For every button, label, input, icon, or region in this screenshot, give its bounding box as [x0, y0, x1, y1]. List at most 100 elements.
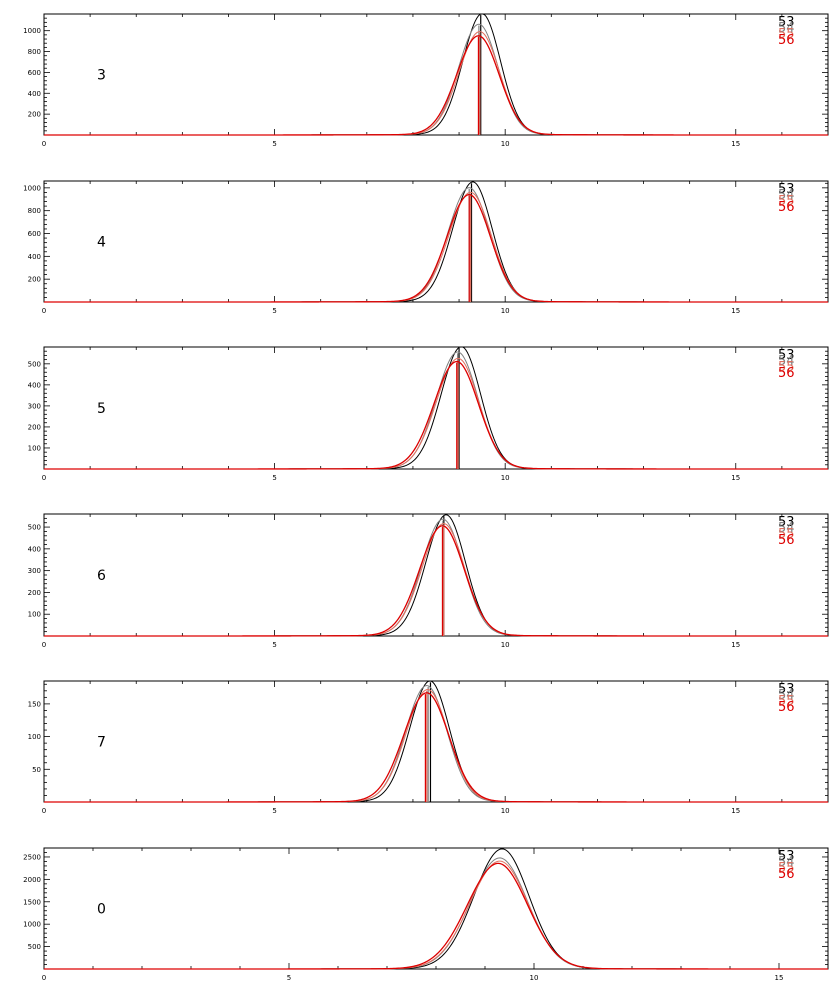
series-line-56 — [44, 692, 828, 803]
panel-label: 7 — [97, 735, 106, 751]
series-line-54 — [44, 518, 828, 637]
x-tick-label: 15 — [731, 807, 740, 815]
panel-label: 6 — [97, 568, 106, 584]
x-tick-label: 10 — [501, 474, 510, 482]
y-tick-label: 800 — [28, 207, 41, 215]
x-tick-label: 15 — [731, 140, 740, 148]
series-line-53 — [44, 13, 828, 136]
legend-entry-53: 53 — [778, 15, 795, 30]
y-tick-label: 150 — [28, 700, 41, 708]
x-tick-label: 10 — [501, 307, 510, 315]
y-tick-label: 200 — [28, 111, 41, 119]
series-line-56 — [44, 193, 828, 303]
x-tick-label: 15 — [775, 974, 784, 982]
y-tick-label: 300 — [28, 567, 41, 575]
x-tick-label: 0 — [42, 140, 46, 148]
series-line-56 — [44, 862, 828, 970]
y-tick-label: 1500 — [23, 898, 41, 906]
x-tick-label: 0 — [42, 307, 46, 315]
x-tick-label: 5 — [272, 641, 276, 649]
plot-frame — [43, 13, 829, 136]
y-tick-label: 400 — [28, 381, 41, 389]
y-tick-label: 200 — [28, 423, 41, 431]
legend-entry-54: 54 — [778, 188, 795, 203]
series-line-56 — [44, 35, 828, 136]
plot-frame — [43, 847, 829, 970]
plot-frame — [43, 346, 829, 470]
x-tick-label: 15 — [731, 641, 740, 649]
y-tick-label: 100 — [28, 733, 41, 741]
legend-entry-54: 54 — [778, 21, 795, 36]
y-tick-label: 200 — [28, 589, 41, 597]
legend-entry-55: 55 — [778, 27, 795, 42]
y-tick-label: 300 — [28, 402, 41, 410]
series-line-53 — [44, 848, 828, 970]
legend-entry-53: 53 — [778, 682, 795, 697]
legend-entry-56: 56 — [778, 200, 795, 215]
x-tick-label: 10 — [530, 974, 539, 982]
panel-label: 0 — [97, 902, 106, 918]
x-tick-label: 10 — [501, 140, 510, 148]
series-line-55 — [44, 689, 828, 803]
legend-entry-53: 53 — [778, 849, 795, 864]
legend-entry-56: 56 — [778, 33, 795, 48]
series-line-54 — [44, 23, 828, 136]
series-line-55 — [44, 191, 828, 303]
legend-entry-56: 56 — [778, 366, 795, 381]
x-tick-label: 0 — [42, 474, 46, 482]
legend-entry-56: 56 — [778, 867, 795, 882]
series-line-53 — [44, 181, 828, 303]
panel-label: 4 — [97, 235, 106, 251]
y-tick-label: 100 — [28, 444, 41, 452]
series-line-55 — [44, 523, 828, 637]
panel-label: 3 — [97, 68, 106, 84]
x-tick-label: 0 — [42, 641, 46, 649]
x-tick-label: 10 — [501, 807, 510, 815]
y-tick-label: 2500 — [23, 853, 41, 861]
x-tick-label: 5 — [287, 974, 291, 982]
x-tick-label: 15 — [731, 474, 740, 482]
series-line-54 — [44, 187, 828, 303]
legend-entry-55: 55 — [778, 694, 795, 709]
y-tick-label: 200 — [28, 276, 41, 284]
y-tick-label: 100 — [28, 611, 41, 619]
y-tick-label: 1000 — [23, 184, 41, 192]
y-tick-label: 1000 — [23, 27, 41, 35]
y-tick-label: 400 — [28, 253, 41, 261]
y-tick-label: 800 — [28, 48, 41, 56]
plot-frame — [43, 513, 829, 637]
series-line-55 — [44, 860, 828, 970]
series-line-53 — [44, 514, 828, 637]
y-tick-label: 500 — [28, 524, 41, 532]
legend-entry-53: 53 — [778, 348, 795, 363]
x-tick-label: 0 — [42, 974, 46, 982]
panel-label: 5 — [97, 401, 106, 417]
y-tick-label: 600 — [28, 230, 41, 238]
legend-entry-56: 56 — [778, 533, 795, 548]
y-tick-label: 500 — [28, 360, 41, 368]
y-tick-label: 500 — [28, 943, 41, 951]
legend-entry-56: 56 — [778, 700, 795, 715]
legend-entry-54: 54 — [778, 521, 795, 536]
legend-entry-54: 54 — [778, 688, 795, 703]
y-tick-label: 400 — [28, 90, 41, 98]
legend-entry-55: 55 — [778, 194, 795, 209]
legend-entry-54: 54 — [778, 855, 795, 870]
x-tick-label: 5 — [272, 474, 276, 482]
series-line-54 — [44, 351, 828, 470]
series-line-56 — [44, 525, 828, 637]
y-tick-label: 400 — [28, 545, 41, 553]
x-tick-label: 5 — [272, 807, 276, 815]
legend-entry-53: 53 — [778, 515, 795, 530]
series-line-53 — [44, 346, 828, 470]
x-tick-label: 5 — [272, 307, 276, 315]
x-tick-label: 5 — [272, 140, 276, 148]
x-tick-label: 10 — [501, 641, 510, 649]
